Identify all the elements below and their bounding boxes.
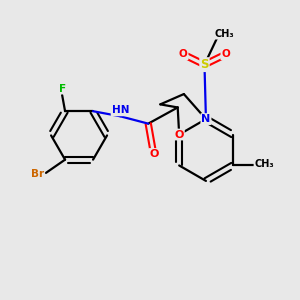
Text: N: N: [201, 114, 211, 124]
Text: CH₃: CH₃: [214, 29, 234, 39]
Text: O: O: [149, 149, 159, 159]
Text: S: S: [200, 58, 209, 71]
Text: O: O: [221, 49, 230, 59]
Text: CH₃: CH₃: [254, 159, 274, 169]
Text: O: O: [175, 130, 184, 140]
Text: HN: HN: [112, 105, 129, 116]
Text: F: F: [58, 83, 66, 94]
Text: Br: Br: [31, 169, 44, 179]
Text: O: O: [179, 49, 188, 59]
